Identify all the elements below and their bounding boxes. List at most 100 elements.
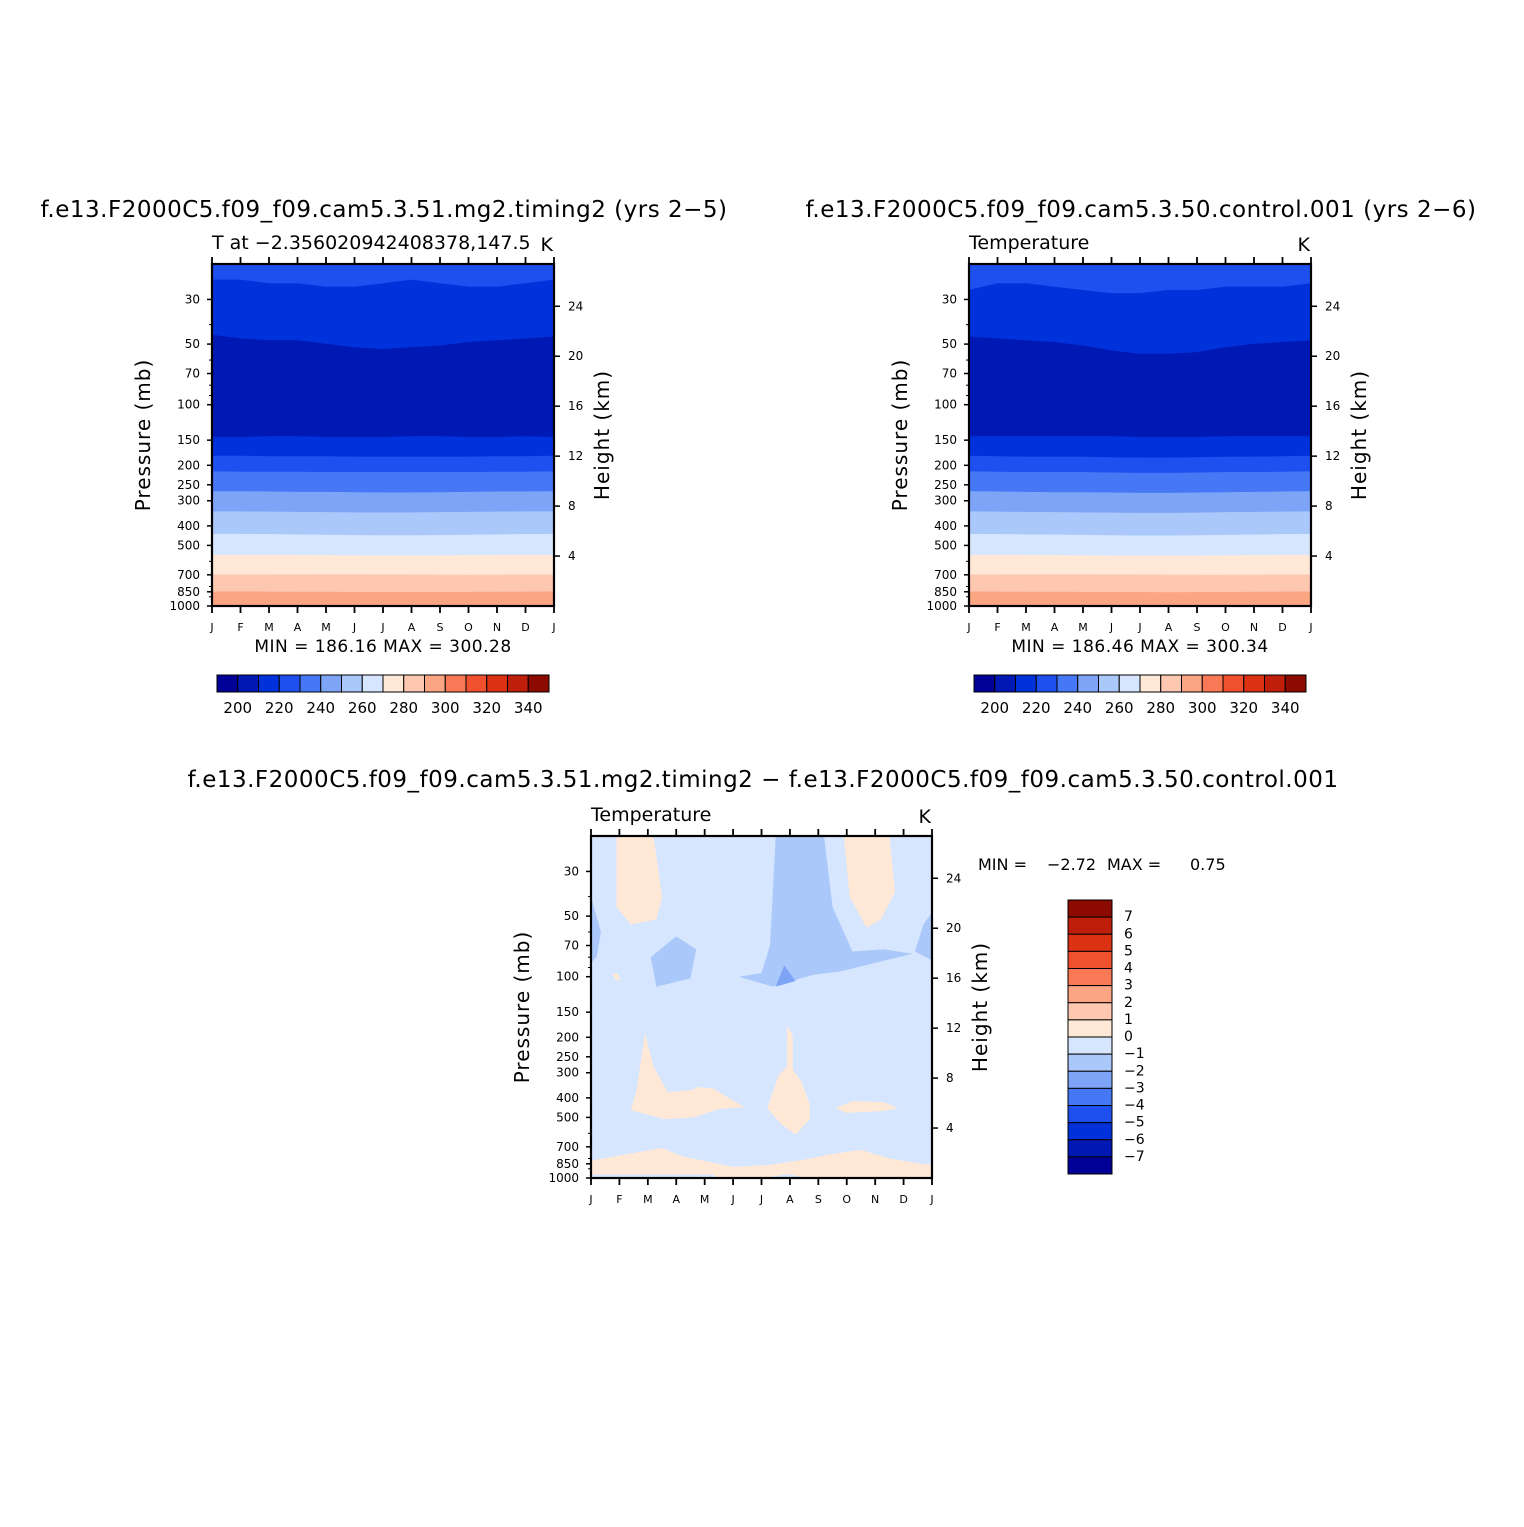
y-axis-right-title: Height (km) bbox=[968, 942, 992, 1072]
month-tick-label: A bbox=[1051, 621, 1059, 634]
contour-region-warm-aug-mid bbox=[767, 1025, 810, 1135]
colorbar-label: 220 bbox=[1022, 699, 1051, 717]
month-tick-label: J bbox=[1109, 621, 1113, 634]
month-tick-label: O bbox=[1221, 621, 1230, 634]
month-tick-label: F bbox=[994, 621, 1000, 634]
colorbar-label: 7 bbox=[1124, 909, 1133, 925]
height-tick-label: 24 bbox=[946, 871, 961, 885]
colorbar-label: 280 bbox=[389, 699, 418, 717]
colorbar-swatch bbox=[361, 674, 384, 693]
month-tick-label: F bbox=[237, 621, 243, 634]
colorbar-swatch bbox=[1139, 674, 1162, 693]
contour-band bbox=[212, 455, 554, 473]
month-tick-label: O bbox=[464, 621, 473, 634]
pressure-tick-label: 400 bbox=[934, 519, 957, 533]
pressure-tick-label: 30 bbox=[942, 292, 957, 306]
height-tick-label: 4 bbox=[568, 549, 576, 563]
colorbar-swatch bbox=[486, 674, 508, 693]
month-tick-label: J bbox=[1308, 621, 1312, 634]
colorbar-swatch bbox=[299, 674, 322, 693]
contour-band bbox=[969, 491, 1311, 514]
height-tick-label: 8 bbox=[1325, 499, 1333, 513]
colorbar-swatch bbox=[1243, 674, 1265, 693]
colorbar-label: 260 bbox=[348, 699, 377, 717]
height-tick-label: 12 bbox=[568, 449, 583, 463]
min-label: MIN = bbox=[978, 855, 1027, 874]
month-tick-label: J bbox=[551, 621, 555, 634]
colorbar-swatch bbox=[1067, 950, 1113, 969]
contour-region-warm-bottom bbox=[591, 1148, 932, 1178]
colorbar: 200 220 240 260 280 300 320 340 bbox=[973, 674, 1307, 717]
pressure-tick-label: 400 bbox=[177, 519, 200, 533]
contour-band bbox=[969, 511, 1311, 537]
colorbar-swatch bbox=[237, 674, 259, 693]
colorbar-label: 5 bbox=[1124, 943, 1133, 959]
height-tick-label: 4 bbox=[946, 1121, 954, 1135]
month-tick-label: J bbox=[1137, 621, 1141, 634]
height-tick-label: 8 bbox=[946, 1071, 954, 1085]
contour-field bbox=[969, 264, 1311, 606]
colorbar-swatch bbox=[1067, 899, 1113, 918]
units-label: K bbox=[541, 234, 554, 256]
pressure-tick-label: 150 bbox=[556, 1005, 579, 1019]
colorbar-swatch bbox=[1067, 1019, 1113, 1038]
colorbar-label: 340 bbox=[1271, 699, 1300, 717]
colorbar-swatch bbox=[1222, 674, 1245, 693]
height-tick-label: 24 bbox=[1325, 299, 1340, 313]
colorbar-label: 240 bbox=[1063, 699, 1092, 717]
units-label: K bbox=[1298, 234, 1311, 256]
pressure-tick-label: 200 bbox=[556, 1030, 579, 1044]
pressure-tick-label: 300 bbox=[177, 494, 200, 508]
contour-band bbox=[212, 334, 554, 438]
colorbar-swatch bbox=[258, 674, 280, 693]
colorbar-label: 4 bbox=[1124, 961, 1133, 977]
panel-subtitle: Temperature bbox=[590, 804, 711, 826]
height-tick-label: 20 bbox=[1325, 349, 1340, 363]
colorbar-label: 300 bbox=[1188, 699, 1217, 717]
colorbar-swatch bbox=[424, 674, 446, 693]
month-tick-label: N bbox=[493, 621, 501, 634]
colorbar-swatch bbox=[1067, 1105, 1113, 1124]
colorbar-label: 260 bbox=[1105, 699, 1134, 717]
colorbar-label: 220 bbox=[265, 699, 294, 717]
pressure-tick-label: 500 bbox=[934, 538, 957, 552]
colorbar-swatch bbox=[1067, 1002, 1113, 1021]
pressure-tick-label: 250 bbox=[934, 478, 957, 492]
colorbar-label: 240 bbox=[306, 699, 335, 717]
y-axis-title: Pressure (mb) bbox=[131, 359, 155, 512]
colorbar-swatch bbox=[1284, 674, 1307, 693]
colorbar-label: 1 bbox=[1124, 1012, 1133, 1028]
pressure-tick-label: 1000 bbox=[926, 599, 957, 613]
month-tick-label: J bbox=[966, 621, 970, 634]
colorbar-swatch bbox=[1067, 933, 1113, 952]
contour-region-warm-feb-top bbox=[616, 836, 663, 925]
pressure-tick-label: 300 bbox=[556, 1066, 579, 1080]
pressure-tick-label: 70 bbox=[185, 367, 200, 381]
height-tick-label: 20 bbox=[946, 921, 961, 935]
contour-band bbox=[212, 471, 554, 494]
contour-band bbox=[212, 436, 554, 458]
colorbar-label: 200 bbox=[980, 699, 1009, 717]
contour-field bbox=[212, 264, 554, 606]
pressure-tick-label: 50 bbox=[564, 909, 579, 923]
panel-title: f.e13.F2000C5.f09_f09.cam5.3.51.mg2.timi… bbox=[187, 767, 1338, 793]
colorbar-label: −5 bbox=[1124, 1115, 1145, 1131]
colorbar-swatch bbox=[1077, 674, 1099, 693]
units-label: K bbox=[919, 806, 932, 828]
height-tick-label: 4 bbox=[1325, 549, 1333, 563]
height-tick-label: 16 bbox=[1325, 399, 1340, 413]
colorbar-swatch bbox=[1067, 1036, 1113, 1055]
month-tick-label: J bbox=[209, 621, 213, 634]
height-tick-label: 12 bbox=[1325, 449, 1340, 463]
contour-band bbox=[212, 279, 554, 350]
contour-region-cool-dec-edge bbox=[914, 912, 932, 961]
colorbar-label: 200 bbox=[223, 699, 252, 717]
pressure-tick-label: 1000 bbox=[548, 1171, 579, 1185]
month-tick-label: A bbox=[408, 621, 416, 634]
colorbar-swatch bbox=[1067, 1122, 1113, 1141]
colorbar-label: 300 bbox=[431, 699, 460, 717]
colorbar-swatch bbox=[1067, 985, 1113, 1004]
colorbar-label: −7 bbox=[1124, 1149, 1145, 1165]
contour-band bbox=[969, 555, 1311, 576]
